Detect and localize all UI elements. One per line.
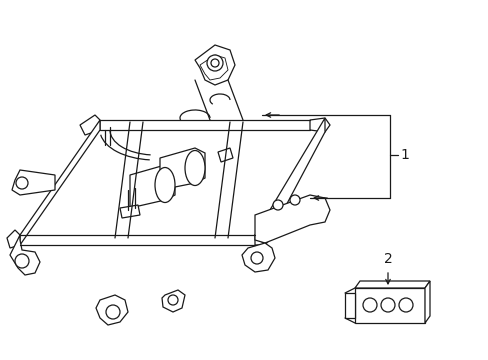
Circle shape xyxy=(206,55,223,71)
Polygon shape xyxy=(96,295,128,325)
Polygon shape xyxy=(120,205,140,218)
Circle shape xyxy=(186,162,199,174)
Circle shape xyxy=(250,252,263,264)
Polygon shape xyxy=(354,281,429,288)
Circle shape xyxy=(106,305,120,319)
Polygon shape xyxy=(354,288,424,323)
Circle shape xyxy=(289,195,299,205)
Circle shape xyxy=(362,298,376,312)
Circle shape xyxy=(15,254,29,268)
Polygon shape xyxy=(12,170,55,195)
Ellipse shape xyxy=(184,150,204,185)
Circle shape xyxy=(380,298,394,312)
Polygon shape xyxy=(162,290,184,312)
Circle shape xyxy=(157,179,169,191)
Polygon shape xyxy=(195,45,235,85)
Circle shape xyxy=(272,200,283,210)
Polygon shape xyxy=(10,235,40,275)
Polygon shape xyxy=(7,230,20,248)
Polygon shape xyxy=(80,115,100,135)
Polygon shape xyxy=(218,148,232,162)
Text: 1: 1 xyxy=(399,148,408,162)
Polygon shape xyxy=(254,230,271,245)
Polygon shape xyxy=(309,118,329,132)
Circle shape xyxy=(210,59,219,67)
Polygon shape xyxy=(130,165,175,208)
Polygon shape xyxy=(254,118,325,245)
Circle shape xyxy=(168,295,178,305)
Polygon shape xyxy=(242,243,274,272)
Polygon shape xyxy=(254,195,329,243)
Polygon shape xyxy=(200,55,227,80)
Polygon shape xyxy=(424,281,429,323)
Polygon shape xyxy=(160,148,204,190)
Circle shape xyxy=(16,177,28,189)
Polygon shape xyxy=(20,120,100,245)
Text: 2: 2 xyxy=(383,252,391,266)
Circle shape xyxy=(398,298,412,312)
Polygon shape xyxy=(345,293,354,318)
Ellipse shape xyxy=(155,167,175,202)
